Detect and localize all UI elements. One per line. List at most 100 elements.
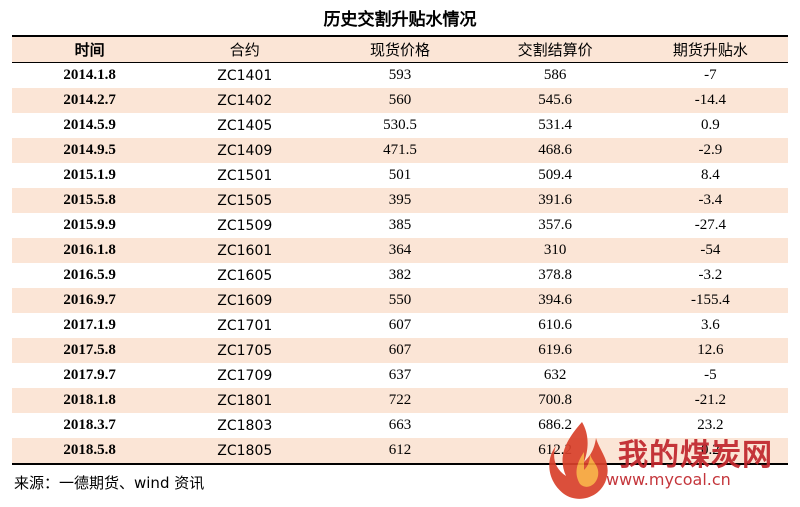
cell-date: 2015.1.9 [12, 163, 168, 188]
cell-settlement-price: 586 [477, 62, 633, 88]
cell-basis: -3.2 [632, 263, 788, 288]
cell-settlement-price: 391.6 [477, 188, 633, 213]
cell-settlement-price: 394.6 [477, 288, 633, 313]
header-spot-price: 现货价格 [322, 37, 478, 63]
cell-settlement-price: 378.8 [477, 263, 633, 288]
cell-settlement-price: 700.8 [477, 388, 633, 413]
cell-spot-price: 612 [322, 438, 478, 465]
cell-spot-price: 560 [322, 88, 478, 113]
cell-spot-price: 593 [322, 62, 478, 88]
cell-contract: ZC1605 [167, 263, 323, 288]
table-row: 2018.1.8 ZC1801 722 700.8 -21.2 [12, 388, 788, 413]
cell-contract: ZC1701 [167, 313, 323, 338]
cell-contract: ZC1405 [167, 113, 323, 138]
table-row: 2015.9.9 ZC1509 385 357.6 -27.4 [12, 213, 788, 238]
cell-settlement-price: 619.6 [477, 338, 633, 363]
cell-settlement-price: 357.6 [477, 213, 633, 238]
cell-basis: -5 [632, 363, 788, 388]
cell-date: 2018.5.8 [12, 438, 168, 465]
cell-basis: -21.2 [632, 388, 788, 413]
cell-spot-price: 364 [322, 238, 478, 263]
cell-spot-price: 607 [322, 338, 478, 363]
cell-spot-price: 550 [322, 288, 478, 313]
cell-settlement-price: 686.2 [477, 413, 633, 438]
table-row: 2014.1.8 ZC1401 593 586 -7 [12, 62, 788, 88]
cell-spot-price: 637 [322, 363, 478, 388]
cell-spot-price: 385 [322, 213, 478, 238]
cell-basis: 8.4 [632, 163, 788, 188]
cell-settlement-price: 610.6 [477, 313, 633, 338]
cell-date: 2018.1.8 [12, 388, 168, 413]
cell-spot-price: 530.5 [322, 113, 478, 138]
cell-date: 2017.9.7 [12, 363, 168, 388]
cell-contract: ZC1803 [167, 413, 323, 438]
table-row: 2016.9.7 ZC1609 550 394.6 -155.4 [12, 288, 788, 313]
cell-spot-price: 722 [322, 388, 478, 413]
cell-basis: 12.6 [632, 338, 788, 363]
watermark-url: www.mycoal.cn [606, 470, 731, 489]
cell-basis: -155.4 [632, 288, 788, 313]
cell-contract: ZC1401 [167, 62, 323, 88]
cell-date: 2014.9.5 [12, 138, 168, 163]
header-settlement-price: 交割结算价 [477, 37, 633, 63]
source-note: 来源：一德期货、wind 资讯 [14, 474, 205, 492]
table-row: 2017.5.8 ZC1705 607 619.6 12.6 [12, 338, 788, 363]
cell-contract: ZC1705 [167, 338, 323, 363]
cell-contract: ZC1501 [167, 163, 323, 188]
cell-contract: ZC1709 [167, 363, 323, 388]
cell-contract: ZC1509 [167, 213, 323, 238]
cell-basis: 0.2 [632, 438, 788, 465]
cell-basis: -3.4 [632, 188, 788, 213]
cell-spot-price: 607 [322, 313, 478, 338]
cell-date: 2014.1.8 [12, 62, 168, 88]
cell-settlement-price: 545.6 [477, 88, 633, 113]
cell-date: 2014.5.9 [12, 113, 168, 138]
cell-date: 2017.1.9 [12, 313, 168, 338]
cell-basis: -27.4 [632, 213, 788, 238]
table-row: 2016.1.8 ZC1601 364 310 -54 [12, 238, 788, 263]
cell-settlement-price: 468.6 [477, 138, 633, 163]
cell-date: 2015.5.8 [12, 188, 168, 213]
table-container: 历史交割升贴水情况 时间 合约 现货价格 交割结算价 期货升贴水 2014.1.… [12, 5, 788, 465]
delivery-premium-table: 时间 合约 现货价格 交割结算价 期货升贴水 2014.1.8 ZC1401 593… [12, 37, 788, 465]
table-row: 2014.5.9 ZC1405 530.5 531.4 0.9 [12, 113, 788, 138]
table-title: 历史交割升贴水情况 [12, 5, 788, 37]
cell-basis: -54 [632, 238, 788, 263]
cell-contract: ZC1505 [167, 188, 323, 213]
cell-contract: ZC1601 [167, 238, 323, 263]
header-row: 时间 合约 现货价格 交割结算价 期货升贴水 [12, 37, 788, 63]
header-basis: 期货升贴水 [632, 37, 788, 63]
cell-spot-price: 382 [322, 263, 478, 288]
watermark-title: 我的煤炭网 [618, 438, 773, 473]
cell-spot-price: 663 [322, 413, 478, 438]
cell-basis: 23.2 [632, 413, 788, 438]
cell-contract: ZC1801 [167, 388, 323, 413]
cell-date: 2015.9.9 [12, 213, 168, 238]
table-row: 2015.5.8 ZC1505 395 391.6 -3.4 [12, 188, 788, 213]
table-row: 2016.5.9 ZC1605 382 378.8 -3.2 [12, 263, 788, 288]
cell-settlement-price: 632 [477, 363, 633, 388]
table-row: 2015.1.9 ZC1501 501 509.4 8.4 [12, 163, 788, 188]
cell-settlement-price: 310 [477, 238, 633, 263]
cell-date: 2016.1.8 [12, 238, 168, 263]
table-row: 2017.9.7 ZC1709 637 632 -5 [12, 363, 788, 388]
cell-date: 2016.5.9 [12, 263, 168, 288]
table-body: 2014.1.8 ZC1401 593 586 -7 2014.2.7 ZC1402 560 5… [12, 62, 788, 465]
cell-spot-price: 501 [322, 163, 478, 188]
cell-contract: ZC1609 [167, 288, 323, 313]
cell-basis: -2.9 [632, 138, 788, 163]
cell-date: 2014.2.7 [12, 88, 168, 113]
cell-basis: 3.6 [632, 313, 788, 338]
table-row: 2017.1.9 ZC1701 607 610.6 3.6 [12, 313, 788, 338]
cell-date: 2017.5.8 [12, 338, 168, 363]
cell-basis: 0.9 [632, 113, 788, 138]
header-contract: 合约 [167, 37, 323, 63]
table-row: 2014.2.7 ZC1402 560 545.6 -14.4 [12, 88, 788, 113]
cell-settlement-price: 509.4 [477, 163, 633, 188]
cell-basis: -14.4 [632, 88, 788, 113]
watermark: 我的煤炭网 www.mycoal.cn [544, 418, 794, 502]
table-row: 2018.3.7 ZC1803 663 686.2 23.2 [12, 413, 788, 438]
cell-contract: ZC1805 [167, 438, 323, 465]
flame-logo-icon [549, 422, 608, 499]
cell-spot-price: 395 [322, 188, 478, 213]
